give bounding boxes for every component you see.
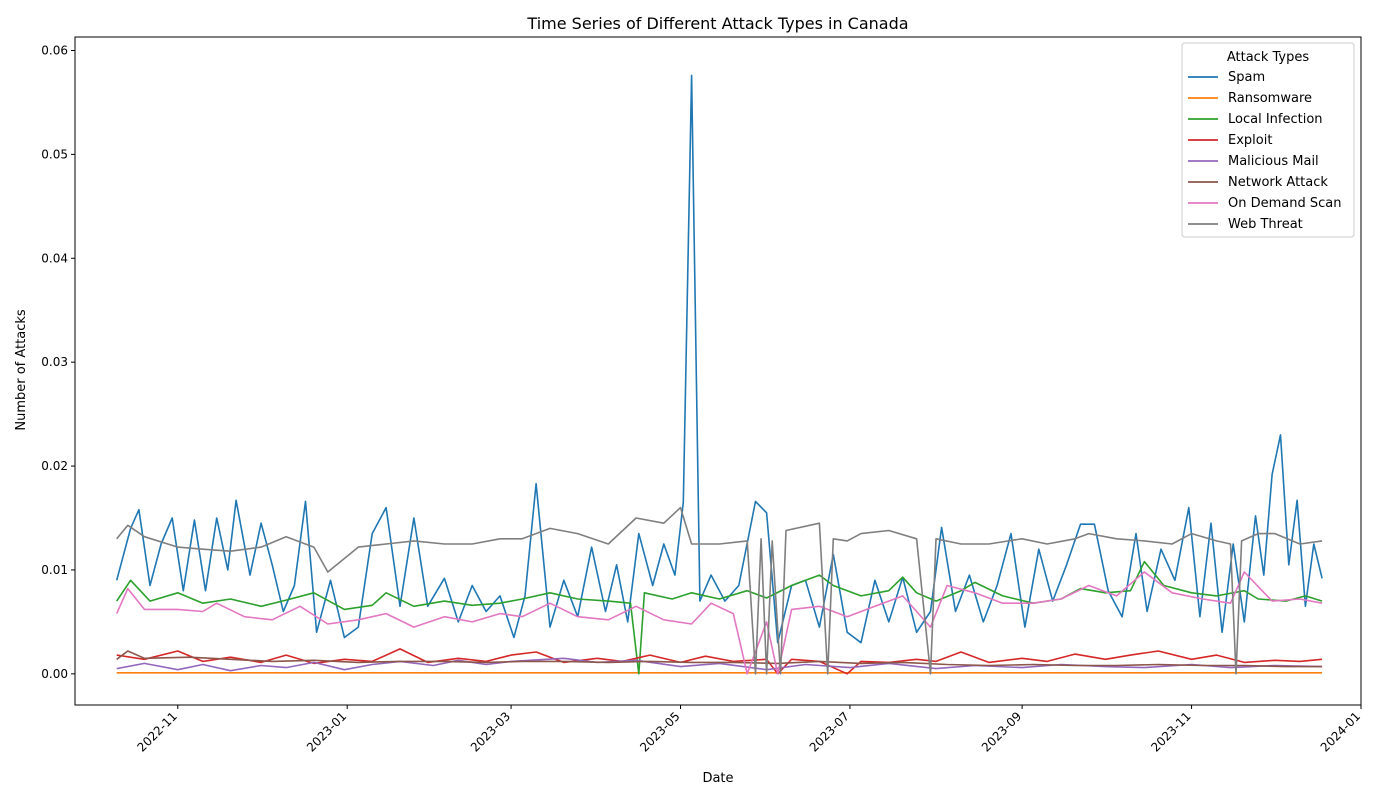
- x-tick-label: 2023-09: [979, 709, 1024, 754]
- series-line: [115, 571, 1323, 675]
- legend-entry: On Demand Scan: [1228, 196, 1341, 211]
- y-tick-label: 0.04: [41, 251, 68, 265]
- y-tick-label: 0.03: [41, 355, 68, 369]
- x-tick-label: 2024-01: [1318, 709, 1363, 754]
- series-line: [115, 74, 1323, 644]
- y-tick-label: 0.06: [41, 44, 68, 58]
- legend-title: Attack Types: [1227, 50, 1309, 65]
- y-axis: 0.00 0.01 0.02 0.03 0.04 0.05 0.06: [41, 44, 75, 681]
- legend-entry: Ransomware: [1228, 91, 1312, 106]
- x-tick-label: 2023-07: [807, 709, 852, 754]
- legend-entry: Spam: [1228, 70, 1265, 85]
- legend-entry: Exploit: [1228, 133, 1272, 148]
- y-tick-label: 0.05: [41, 147, 68, 161]
- legend-entry: Malicious Mail: [1228, 154, 1319, 169]
- series-line: [116, 506, 1323, 675]
- y-axis-label: Number of Attacks: [14, 309, 29, 431]
- legend-entry: Local Infection: [1228, 112, 1323, 127]
- x-tick-label: 2022-11: [135, 709, 180, 754]
- y-tick-label: 0.02: [41, 459, 68, 473]
- x-tick-label: 2023-03: [468, 709, 513, 754]
- series-line: [116, 650, 1323, 668]
- legend-entry: Network Attack: [1228, 175, 1328, 190]
- plot-frame: [74, 36, 1362, 706]
- legend-box: [1181, 42, 1355, 238]
- legend: Attack Types Spam Ransomware Local Infecti…: [1181, 42, 1355, 238]
- x-tick-label: 2023-05: [637, 709, 682, 754]
- y-tick-label: 0.01: [41, 563, 68, 577]
- plot-area: [115, 74, 1323, 675]
- chart-title: Time Series of Different Attack Types in…: [526, 14, 908, 33]
- x-axis: 2022-11 2023-01 2023-03 2023-05 2023-07 2023-…: [135, 705, 1363, 755]
- x-tick-label: 2023-01: [304, 709, 349, 754]
- legend-entry: Web Threat: [1228, 217, 1303, 232]
- x-tick-label: 2023-11: [1148, 709, 1193, 754]
- y-tick-label: 0.00: [41, 667, 68, 681]
- x-axis-label: Date: [702, 771, 733, 786]
- series-line: [116, 560, 1323, 675]
